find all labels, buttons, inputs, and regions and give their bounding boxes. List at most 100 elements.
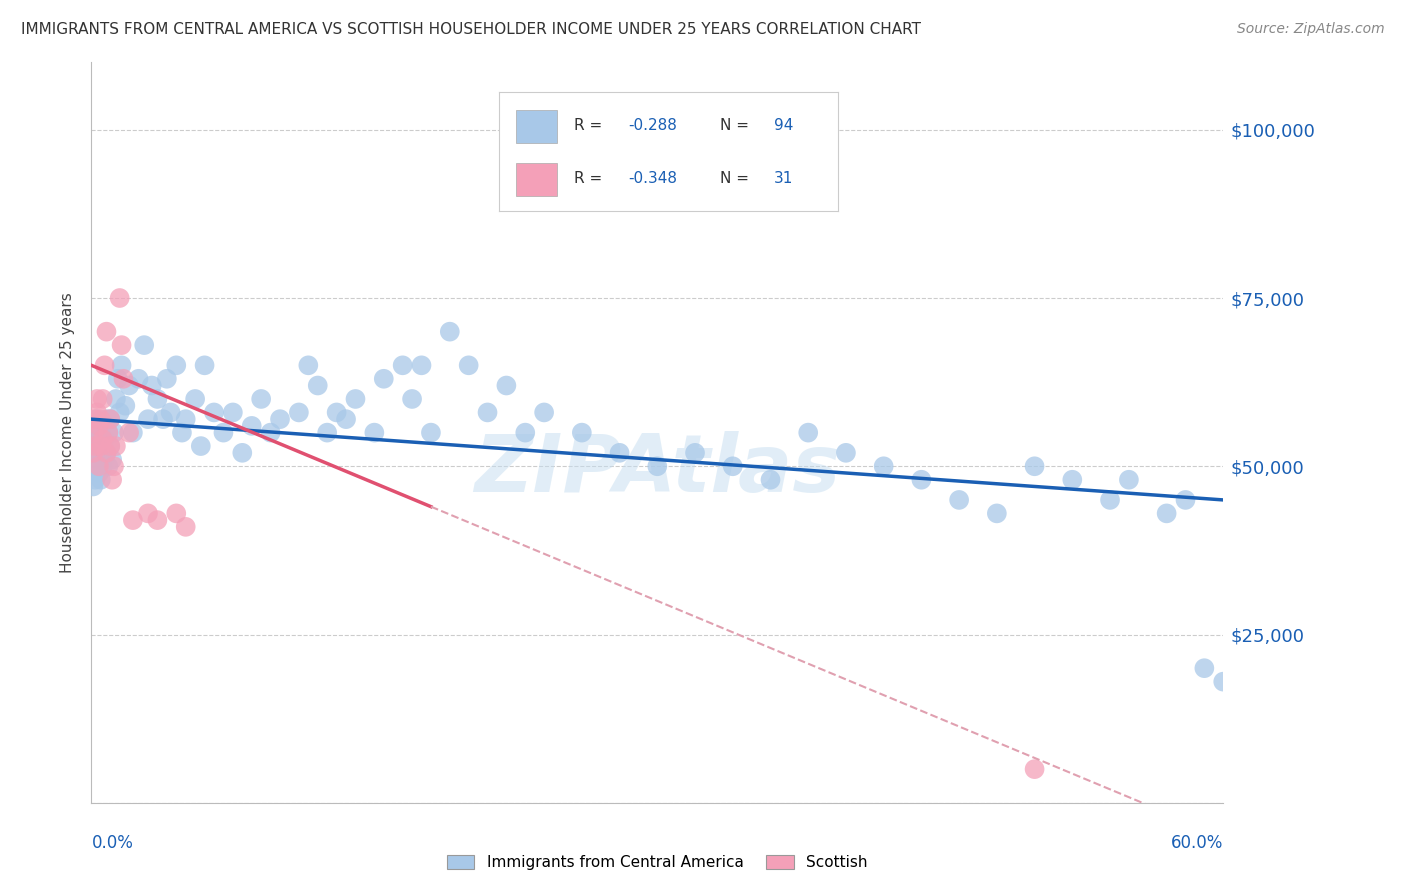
Point <box>103 425 125 440</box>
Point <box>122 425 145 440</box>
Point <box>193 359 217 373</box>
Point <box>82 446 104 460</box>
Point <box>419 425 441 440</box>
Point <box>401 392 423 406</box>
Point <box>515 425 537 440</box>
Point <box>82 479 104 493</box>
Point <box>84 425 107 440</box>
Point <box>82 425 104 440</box>
Point <box>231 446 253 460</box>
Point <box>174 520 197 534</box>
Point <box>108 405 131 419</box>
Point <box>108 291 131 305</box>
Point <box>335 412 357 426</box>
Point <box>363 425 385 440</box>
Point <box>146 513 169 527</box>
Point <box>86 405 108 419</box>
Point <box>96 446 118 460</box>
Point <box>344 392 367 406</box>
Point <box>107 372 129 386</box>
Point <box>96 412 118 426</box>
Point <box>159 405 181 419</box>
Point <box>87 433 110 447</box>
Point <box>90 439 112 453</box>
Text: ZIPAtlas: ZIPAtlas <box>474 431 841 508</box>
Point <box>96 325 118 339</box>
Point <box>156 372 179 386</box>
Point <box>411 359 433 373</box>
Point <box>98 412 121 426</box>
Point <box>96 446 118 460</box>
Point <box>184 392 207 406</box>
Text: 0.0%: 0.0% <box>91 834 134 852</box>
Point <box>112 372 135 386</box>
Point <box>134 338 156 352</box>
Point <box>118 378 141 392</box>
Point <box>146 392 169 406</box>
Point <box>683 446 706 460</box>
Point <box>87 418 110 433</box>
Point <box>202 405 225 419</box>
Point <box>373 372 395 386</box>
Point <box>128 372 150 386</box>
Point <box>86 439 108 453</box>
Point <box>190 439 212 453</box>
Point <box>269 412 291 426</box>
Point <box>571 425 593 440</box>
Point <box>457 359 479 373</box>
Point <box>87 466 110 480</box>
Point <box>288 405 311 419</box>
Point <box>110 359 132 373</box>
Point <box>82 446 104 460</box>
Point <box>170 425 193 440</box>
Point <box>98 439 121 453</box>
Point <box>986 507 1008 521</box>
Point <box>97 425 120 440</box>
Point <box>1118 473 1140 487</box>
Point <box>297 359 319 373</box>
Point <box>90 425 112 440</box>
Legend: Immigrants from Central America, Scottish: Immigrants from Central America, Scottis… <box>441 849 873 877</box>
Point <box>98 439 121 453</box>
Y-axis label: Householder Income Under 25 years: Householder Income Under 25 years <box>60 293 76 573</box>
Point <box>1099 492 1122 507</box>
Point <box>721 459 744 474</box>
Point <box>1174 492 1197 507</box>
Point <box>87 459 110 474</box>
Point <box>316 425 339 440</box>
Point <box>87 418 110 433</box>
Point <box>325 405 347 419</box>
Point <box>1062 473 1084 487</box>
Point <box>609 446 631 460</box>
Point <box>91 439 114 453</box>
Point <box>136 507 159 521</box>
Point <box>122 513 145 527</box>
Point <box>174 412 197 426</box>
Point <box>136 412 159 426</box>
Point <box>250 392 273 406</box>
Point <box>165 507 187 521</box>
Point <box>1024 459 1046 474</box>
Point <box>86 412 108 426</box>
Point <box>84 459 107 474</box>
Point <box>97 425 120 440</box>
Point <box>141 378 163 392</box>
Point <box>93 433 115 447</box>
Point <box>1194 661 1216 675</box>
Point <box>948 492 970 507</box>
Point <box>104 392 127 406</box>
Point <box>91 433 114 447</box>
Point <box>152 412 174 426</box>
Point <box>439 325 461 339</box>
Point <box>84 412 107 426</box>
Point <box>97 459 120 474</box>
Point <box>103 459 125 474</box>
Point <box>90 473 112 487</box>
Point <box>86 452 108 467</box>
Point <box>222 405 245 419</box>
Point <box>84 473 107 487</box>
Point <box>118 425 141 440</box>
Point <box>91 459 114 474</box>
Point <box>84 439 107 453</box>
Point <box>101 473 124 487</box>
